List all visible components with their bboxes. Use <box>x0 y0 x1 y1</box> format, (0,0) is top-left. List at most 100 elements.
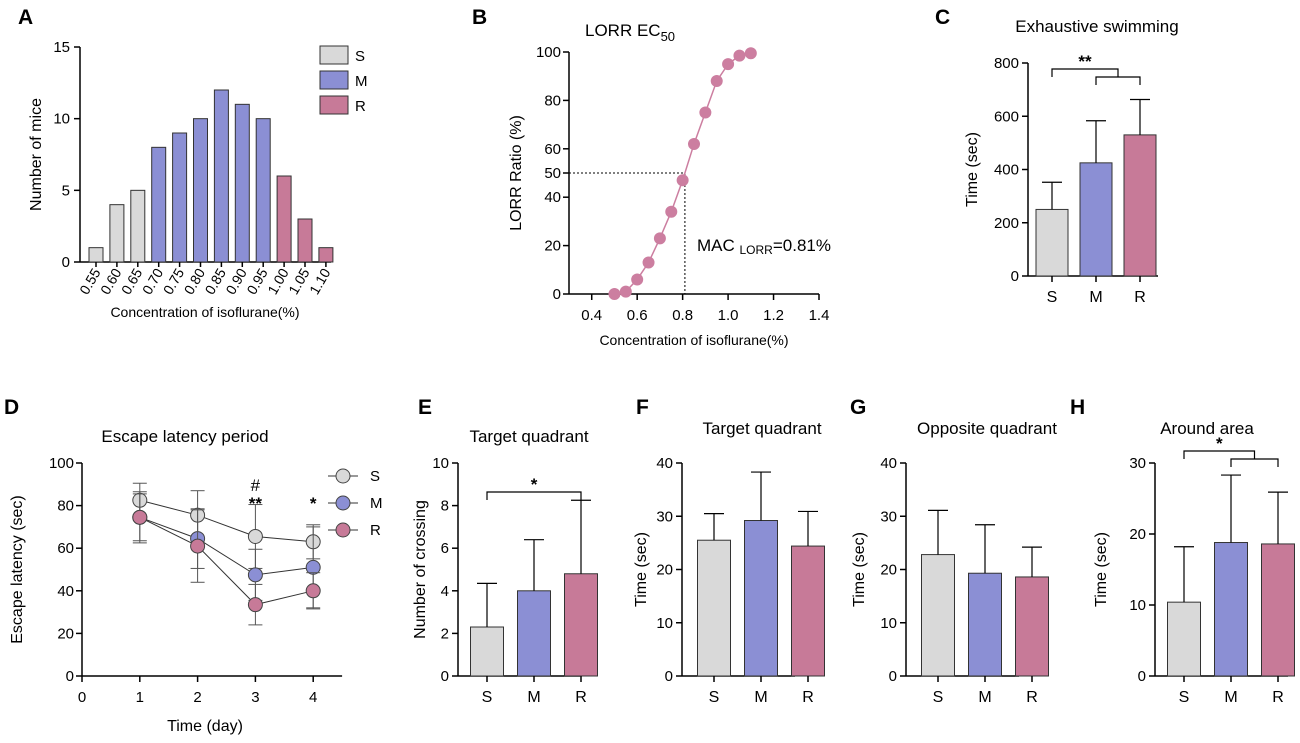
x-tick-label-r: R <box>1272 689 1284 706</box>
x-axis-label: Time (day) <box>167 718 243 735</box>
y-tick-label: 0 <box>1138 668 1146 685</box>
x-tick-label: 0.70 <box>139 265 167 297</box>
panel-label-a: A <box>18 6 33 29</box>
x-tick-label: 0.95 <box>243 265 271 297</box>
y-tick-label: 5 <box>62 182 70 199</box>
data-point <box>665 205 678 218</box>
bar-r <box>1015 576 1049 677</box>
x-tick-label-m: M <box>527 689 540 706</box>
x-tick-label: 0.6 <box>627 307 648 324</box>
significance-mark: ** <box>249 494 263 513</box>
y-tick-label: 0 <box>889 668 897 685</box>
x-tick-label: 1.00 <box>264 265 292 297</box>
y-tick-label: 40 <box>880 455 897 472</box>
data-point <box>132 509 148 525</box>
bar <box>297 218 313 263</box>
y-tick-label: 0 <box>66 668 74 685</box>
legend-label-m: M <box>355 73 368 90</box>
significance-mark: * <box>531 475 538 494</box>
x-tick-label-s: S <box>933 689 944 706</box>
data-point <box>710 75 723 88</box>
bar-s <box>697 539 731 677</box>
y-tick-label: 100 <box>49 455 74 472</box>
bar <box>109 204 125 263</box>
bar-s <box>1035 208 1069 277</box>
y-axis-label: Time (sec) <box>851 532 868 607</box>
y-tick-label: 10 <box>432 455 449 472</box>
y-tick-label: 40 <box>656 455 673 472</box>
panel-label-d: D <box>4 396 19 419</box>
series-s <box>132 482 321 569</box>
x-tick-label: 0.55 <box>76 265 104 297</box>
legend-marker-s <box>335 468 351 484</box>
y-tick-label: 30 <box>1129 455 1146 472</box>
panel-title: Around area <box>1160 419 1254 438</box>
data-point <box>247 528 263 544</box>
y-tick-label: 10 <box>880 615 897 632</box>
panel-title: Opposite quadrant <box>917 419 1057 438</box>
series-r <box>132 491 321 626</box>
panel-title: Target quadrant <box>702 419 821 438</box>
y-tick-label: 10 <box>656 615 673 632</box>
y-tick-label: 30 <box>656 508 673 525</box>
y-axis-label: Escape latency (sec) <box>9 495 26 644</box>
legend-swatch-s <box>319 45 349 65</box>
panel-title: Target quadrant <box>469 427 588 446</box>
y-axis-label: Time (sec) <box>964 132 981 207</box>
bar <box>151 146 167 263</box>
x-tick-label: 1.10 <box>306 265 334 297</box>
bar-r <box>791 545 825 677</box>
x-tick-label: 1.0 <box>718 307 739 324</box>
significance-bracket <box>1183 450 1256 459</box>
legend-label-s: S <box>370 468 380 485</box>
legend-label-r: R <box>355 98 366 115</box>
bar-s <box>921 554 955 677</box>
x-tick-label: 1.2 <box>763 307 784 324</box>
x-tick-label-r: R <box>575 689 587 706</box>
legend-swatch-m <box>319 70 349 90</box>
legend-swatch-r <box>319 95 349 115</box>
data-point <box>631 273 644 286</box>
title-main: LORR EC <box>585 21 661 40</box>
x-tick-label-s: S <box>709 689 720 706</box>
y-tick-label: 30 <box>880 508 897 525</box>
y-tick-label: 200 <box>994 215 1019 232</box>
bar <box>276 175 292 263</box>
data-point <box>190 538 206 554</box>
bar-s <box>470 626 504 677</box>
y-tick-label: 10 <box>1129 597 1146 614</box>
significance-mark: ** <box>1078 52 1092 71</box>
bar <box>193 118 208 263</box>
x-tick-label: 1.05 <box>285 265 313 297</box>
y-tick-label: 2 <box>441 625 449 642</box>
y-axis-label: LORR Ratio (%) <box>508 115 525 231</box>
x-tick-label-s: S <box>1179 689 1190 706</box>
legend-label-s: S <box>355 48 365 65</box>
y-tick-label: 100 <box>536 44 561 61</box>
x-tick-label-m: M <box>1089 289 1102 306</box>
x-tick-label: 0.60 <box>97 265 125 297</box>
series-m <box>132 493 321 609</box>
x-tick-label-r: R <box>1134 289 1146 306</box>
data-point <box>699 106 712 119</box>
y-tick-label: 40 <box>544 189 561 206</box>
x-tick-label: 0.90 <box>222 265 250 297</box>
data-point <box>247 567 263 583</box>
y-tick-label: 80 <box>57 498 74 515</box>
bar-m <box>968 572 1002 677</box>
y-axis-label: Number of crossing <box>412 500 429 639</box>
significance-mark: # <box>251 476 261 495</box>
data-point <box>744 47 757 60</box>
y-tick-label: 50 <box>544 165 561 182</box>
bar <box>213 89 229 263</box>
dose-response-curve <box>614 52 751 295</box>
bar-r <box>1123 134 1157 277</box>
panel-g: Opposite quadrant 0 10 20 30 40 Time (sec) S M R <box>851 419 1057 706</box>
data-point <box>247 597 263 613</box>
y-tick-label: 20 <box>656 562 673 579</box>
x-tick-label: 4 <box>309 689 317 706</box>
legend-label-m: M <box>370 495 383 512</box>
x-tick-label-r: R <box>802 689 814 706</box>
bar <box>234 103 250 263</box>
